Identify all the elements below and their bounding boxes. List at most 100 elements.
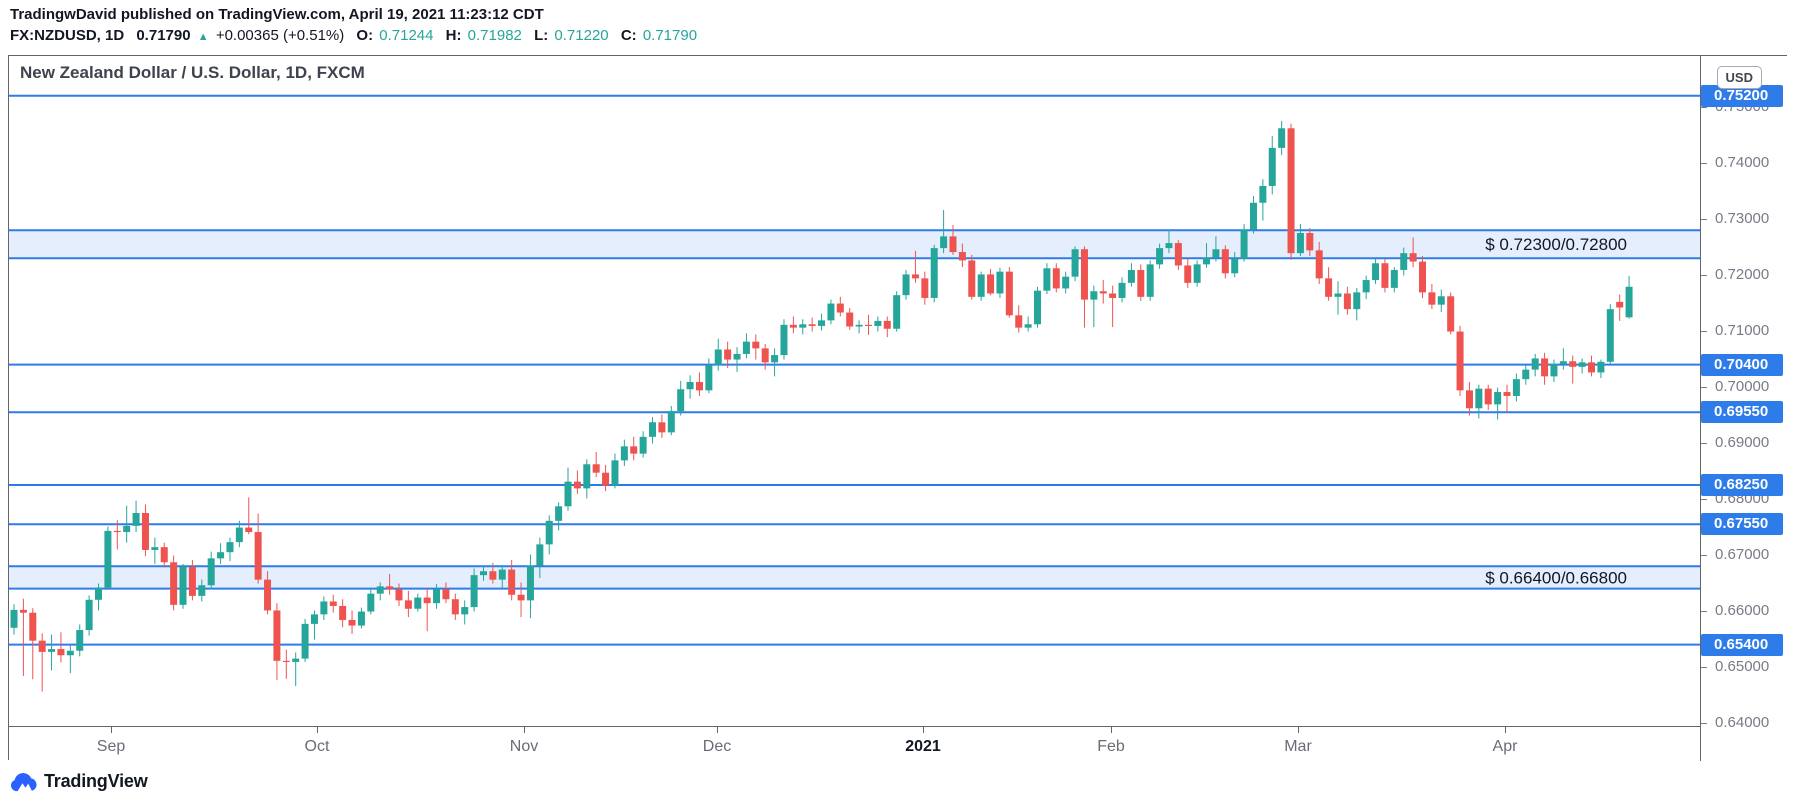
candle-body	[1616, 301, 1624, 308]
candle-body	[1146, 264, 1154, 297]
candle-body	[1203, 257, 1211, 265]
candle-body	[273, 610, 281, 661]
candle-body	[1184, 265, 1192, 283]
candle-body	[1099, 291, 1107, 294]
candle-body	[996, 271, 1004, 294]
price-axis[interactable]: 0.750000.740000.730000.720000.710000.700…	[1700, 56, 1787, 761]
candle-body	[1249, 202, 1257, 230]
tradingview-brand[interactable]: TradingView	[10, 771, 148, 792]
close-label: C:	[620, 27, 637, 44]
candle-body	[404, 600, 412, 609]
zone-price-label: $ 0.66400/0.66800	[1485, 568, 1627, 587]
price-zone[interactable]	[9, 230, 1700, 259]
candle-body	[310, 614, 318, 624]
candle-body	[376, 586, 384, 594]
candle-body	[1071, 249, 1079, 277]
candle-body	[1447, 296, 1455, 332]
price-tick-label: 0.67000	[1715, 545, 1770, 563]
zone-price-label: $ 0.72300/0.72800	[1485, 235, 1627, 254]
candle-body	[414, 597, 422, 609]
price-zone[interactable]	[9, 566, 1700, 589]
candle-body	[1409, 253, 1417, 262]
candle-body	[686, 381, 694, 390]
candle-body	[348, 619, 356, 626]
candle-body	[545, 520, 553, 545]
price-tick	[1701, 442, 1707, 444]
time-axis[interactable]: Sep Oct Nov Dec 2021 Feb Mar Apr	[9, 726, 1700, 761]
time-tick	[1111, 727, 1112, 733]
candle-body	[536, 544, 544, 566]
candle-body	[132, 512, 140, 526]
candle-body	[1381, 263, 1389, 288]
candle-body	[761, 348, 769, 363]
candle-body	[1419, 261, 1426, 293]
time-tick-label: Feb	[1097, 738, 1125, 755]
candle-body	[207, 558, 215, 586]
level-price-badge: 0.75200	[1701, 84, 1783, 107]
candle-body	[1390, 269, 1398, 288]
candle-body	[1503, 392, 1511, 396]
price-change: +0.00365 (+0.51%)	[215, 27, 345, 44]
candle-body	[1343, 293, 1351, 310]
time-tick	[317, 727, 318, 733]
candle-body	[677, 389, 685, 412]
candle-body	[771, 355, 779, 363]
currency-badge: USD	[1716, 66, 1762, 89]
candle-body	[339, 605, 347, 620]
candle-body	[451, 599, 459, 615]
chart-canvas[interactable]: $ 0.72300/0.72800 $ 0.66400/0.66800	[9, 56, 1700, 726]
candle-body	[1118, 282, 1126, 298]
candle-body	[1362, 280, 1370, 293]
candle-body	[667, 411, 675, 433]
candle-body	[1165, 243, 1173, 249]
candle-body	[1193, 264, 1201, 283]
candle-body	[1597, 361, 1605, 373]
candle-body	[1015, 315, 1023, 328]
candle-body	[329, 601, 337, 606]
candle-body	[1569, 361, 1577, 367]
low-label: L:	[534, 27, 549, 44]
candle-body	[188, 566, 196, 596]
time-tick	[923, 727, 924, 733]
candle-body	[808, 324, 816, 326]
candle-body	[1325, 278, 1333, 297]
candle-body	[1541, 358, 1549, 377]
candle-body	[1353, 292, 1361, 310]
candle-body	[958, 252, 966, 261]
candle-body	[799, 324, 807, 328]
tradingview-logo-text: TradingView	[44, 771, 148, 791]
time-tick-label: Dec	[702, 738, 732, 755]
candle-body	[470, 575, 478, 608]
publish-byline: TradingwDavid published on TradingView.c…	[10, 6, 544, 23]
candle-body	[949, 236, 957, 253]
candle-body	[264, 579, 272, 611]
candle-body	[1578, 362, 1586, 367]
candle-body	[630, 446, 638, 454]
candle-body	[1550, 364, 1558, 377]
candle-body	[66, 650, 74, 656]
level-price-badge: 0.69550	[1701, 401, 1783, 424]
candle-body	[555, 506, 563, 521]
candle-body	[301, 623, 309, 659]
candle-body	[235, 527, 243, 543]
candle-body	[911, 274, 919, 279]
candle-body	[883, 320, 891, 329]
candle-body	[977, 274, 985, 297]
candle-body	[987, 274, 995, 294]
price-tick	[1701, 274, 1707, 276]
candle-body	[1625, 286, 1633, 318]
candle-body	[649, 422, 657, 437]
candle-body	[592, 464, 600, 473]
candle-body	[254, 532, 262, 580]
candle-body	[19, 609, 27, 613]
candle-body	[1400, 253, 1408, 270]
candle-body	[1240, 229, 1248, 259]
candle-body	[1512, 379, 1520, 396]
price-tick	[1701, 330, 1707, 332]
candle-body	[1522, 369, 1530, 380]
close-value: 0.71790	[642, 27, 698, 44]
price-tick	[1701, 666, 1707, 668]
candle-body	[292, 658, 300, 662]
candle-body	[1174, 243, 1182, 266]
candle-body	[1494, 392, 1502, 405]
